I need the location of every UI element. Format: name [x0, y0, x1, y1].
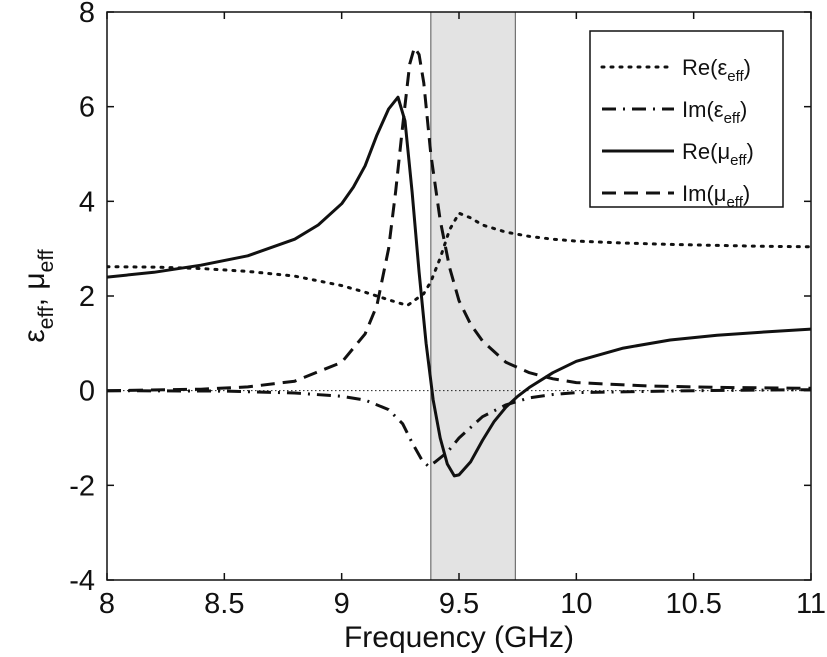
y-tick-label: 0: [79, 376, 95, 408]
y-axis-title: εeff, μeff: [18, 249, 58, 342]
x-tick-label: 9.5: [439, 588, 479, 620]
x-axis-title: Frequency (GHz): [344, 621, 574, 654]
legend-label-im-mu: Im(μeff): [682, 181, 750, 211]
y-tick-label: 2: [79, 281, 95, 313]
series-line-re-eps: [107, 211, 811, 307]
y-tick-label: -2: [69, 470, 95, 502]
legend-box: [589, 30, 784, 208]
x-tick-label: 10.5: [665, 588, 721, 620]
x-tick-label: 9: [334, 588, 350, 620]
y-tick-label: -4: [69, 565, 95, 597]
x-tick-label: 8: [99, 588, 115, 620]
shaded-band: [430, 12, 516, 580]
x-tick-label: 10: [560, 588, 592, 620]
y-tick-label: 6: [79, 92, 95, 124]
y-tick-label: 4: [79, 186, 95, 218]
y-tick-label: 8: [79, 0, 95, 29]
series-line-im-mu: [107, 46, 811, 393]
x-tick-label: 11: [796, 588, 826, 620]
legend-label-im-eps: Im(εeff): [682, 97, 747, 127]
series-line-re-mu: [107, 95, 811, 478]
legend-label-re-mu: Re(μeff): [682, 139, 754, 169]
x-tick-label: 8.5: [204, 588, 244, 620]
legend-label-re-eps: Re(εeff): [682, 55, 751, 85]
